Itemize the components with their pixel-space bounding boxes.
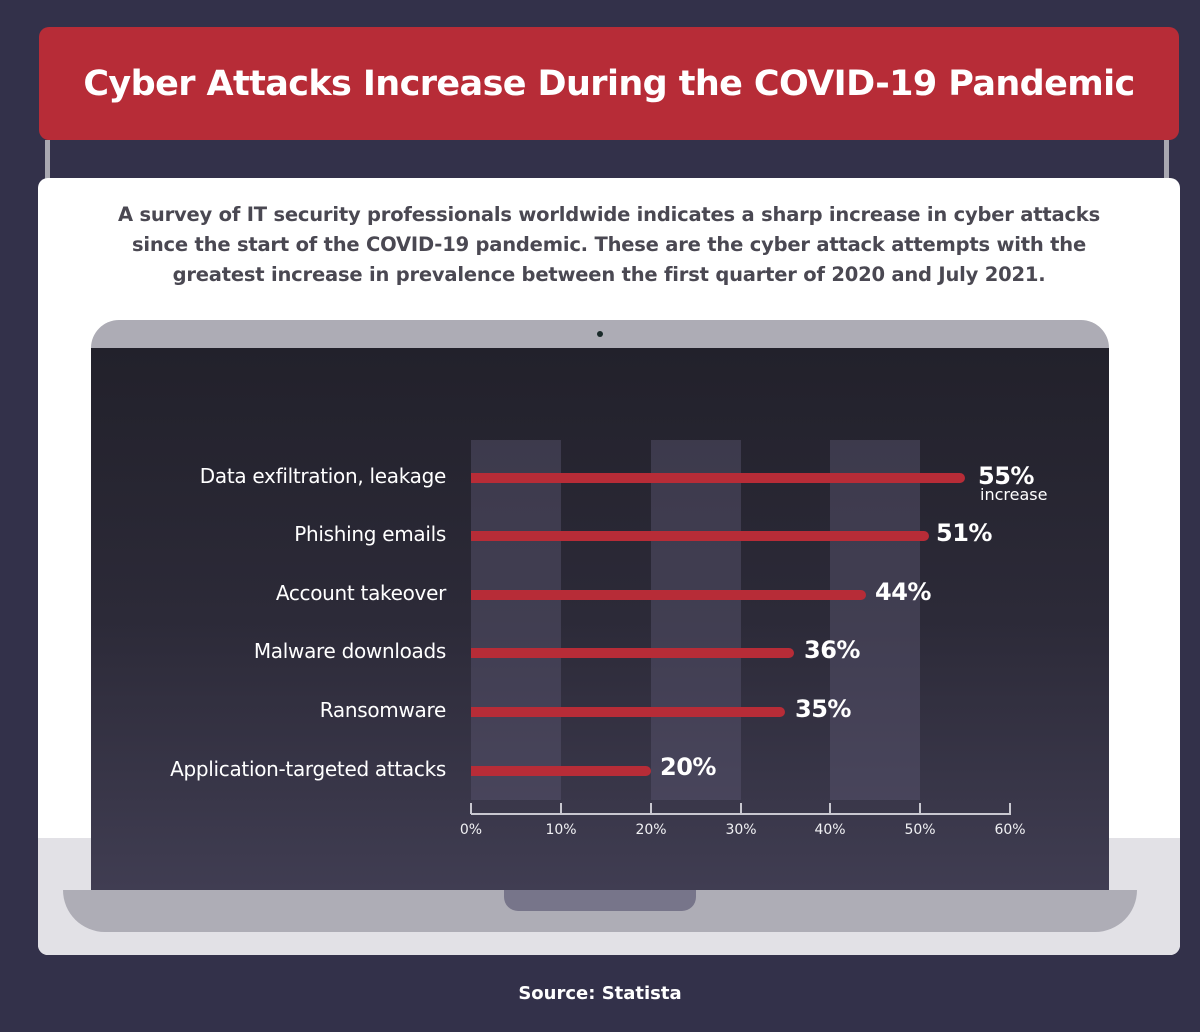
grid-band-40-50 bbox=[830, 440, 920, 800]
category-label: Application-targeted attacks bbox=[170, 757, 446, 781]
x-tick bbox=[1009, 803, 1011, 814]
value-label: 51% bbox=[936, 519, 992, 547]
x-tick-label: 10% bbox=[545, 822, 577, 838]
bar-application-attacks bbox=[471, 766, 651, 776]
value-label: 20% bbox=[660, 753, 716, 781]
laptop-base bbox=[63, 890, 1137, 932]
intro-line: greatest increase in prevalence between … bbox=[172, 263, 1046, 286]
source-credit: Source: Statista bbox=[518, 983, 682, 1004]
category-label: Phishing emails bbox=[294, 522, 446, 546]
x-tick bbox=[470, 803, 472, 814]
x-axis bbox=[471, 813, 1011, 815]
laptop-notch bbox=[504, 890, 696, 911]
x-tick-label: 0% bbox=[459, 822, 483, 838]
value-label: 36% bbox=[804, 636, 860, 664]
x-tick bbox=[650, 803, 652, 814]
x-tick bbox=[560, 803, 562, 814]
grid-band-20-30 bbox=[651, 440, 741, 800]
banner-post-left bbox=[45, 140, 50, 180]
x-tick-label: 60% bbox=[994, 822, 1026, 838]
x-tick bbox=[919, 803, 921, 814]
page-title: Cyber Attacks Increase During the COVID-… bbox=[83, 63, 1135, 104]
intro-line: A survey of IT security professionals wo… bbox=[118, 203, 1100, 226]
grid-band-0-10 bbox=[471, 440, 561, 800]
x-tick bbox=[829, 803, 831, 814]
x-tick bbox=[740, 803, 742, 814]
x-tick-label: 20% bbox=[635, 822, 667, 838]
bar-account-takeover bbox=[471, 590, 866, 600]
bar-malware-downloads bbox=[471, 648, 794, 658]
category-label: Ransomware bbox=[319, 698, 447, 722]
value-annotation: increase bbox=[980, 485, 1048, 504]
value-label: 55% bbox=[978, 462, 1034, 490]
bar-data-exfiltration bbox=[471, 473, 965, 483]
value-label: 44% bbox=[875, 578, 931, 606]
x-tick-label: 40% bbox=[814, 822, 846, 838]
laptop-screen: Data exfiltration, leakage Phishing emai… bbox=[91, 348, 1109, 890]
intro-text: A survey of IT security professionals wo… bbox=[58, 200, 1160, 290]
x-tick-label: 50% bbox=[904, 822, 936, 838]
bar-ransomware bbox=[471, 707, 785, 717]
category-label: Malware downloads bbox=[253, 639, 446, 663]
category-label: Data exfiltration, leakage bbox=[199, 464, 447, 488]
category-label: Account takeover bbox=[275, 581, 446, 605]
bar-phishing-emails bbox=[471, 531, 929, 541]
intro-line: since the start of the COVID-19 pandemic… bbox=[131, 233, 1086, 256]
value-label: 35% bbox=[795, 695, 851, 723]
x-tick-label: 30% bbox=[725, 822, 757, 838]
title-banner: Cyber Attacks Increase During the COVID-… bbox=[39, 27, 1179, 140]
camera-icon bbox=[597, 331, 603, 337]
banner-post-right bbox=[1164, 140, 1169, 180]
